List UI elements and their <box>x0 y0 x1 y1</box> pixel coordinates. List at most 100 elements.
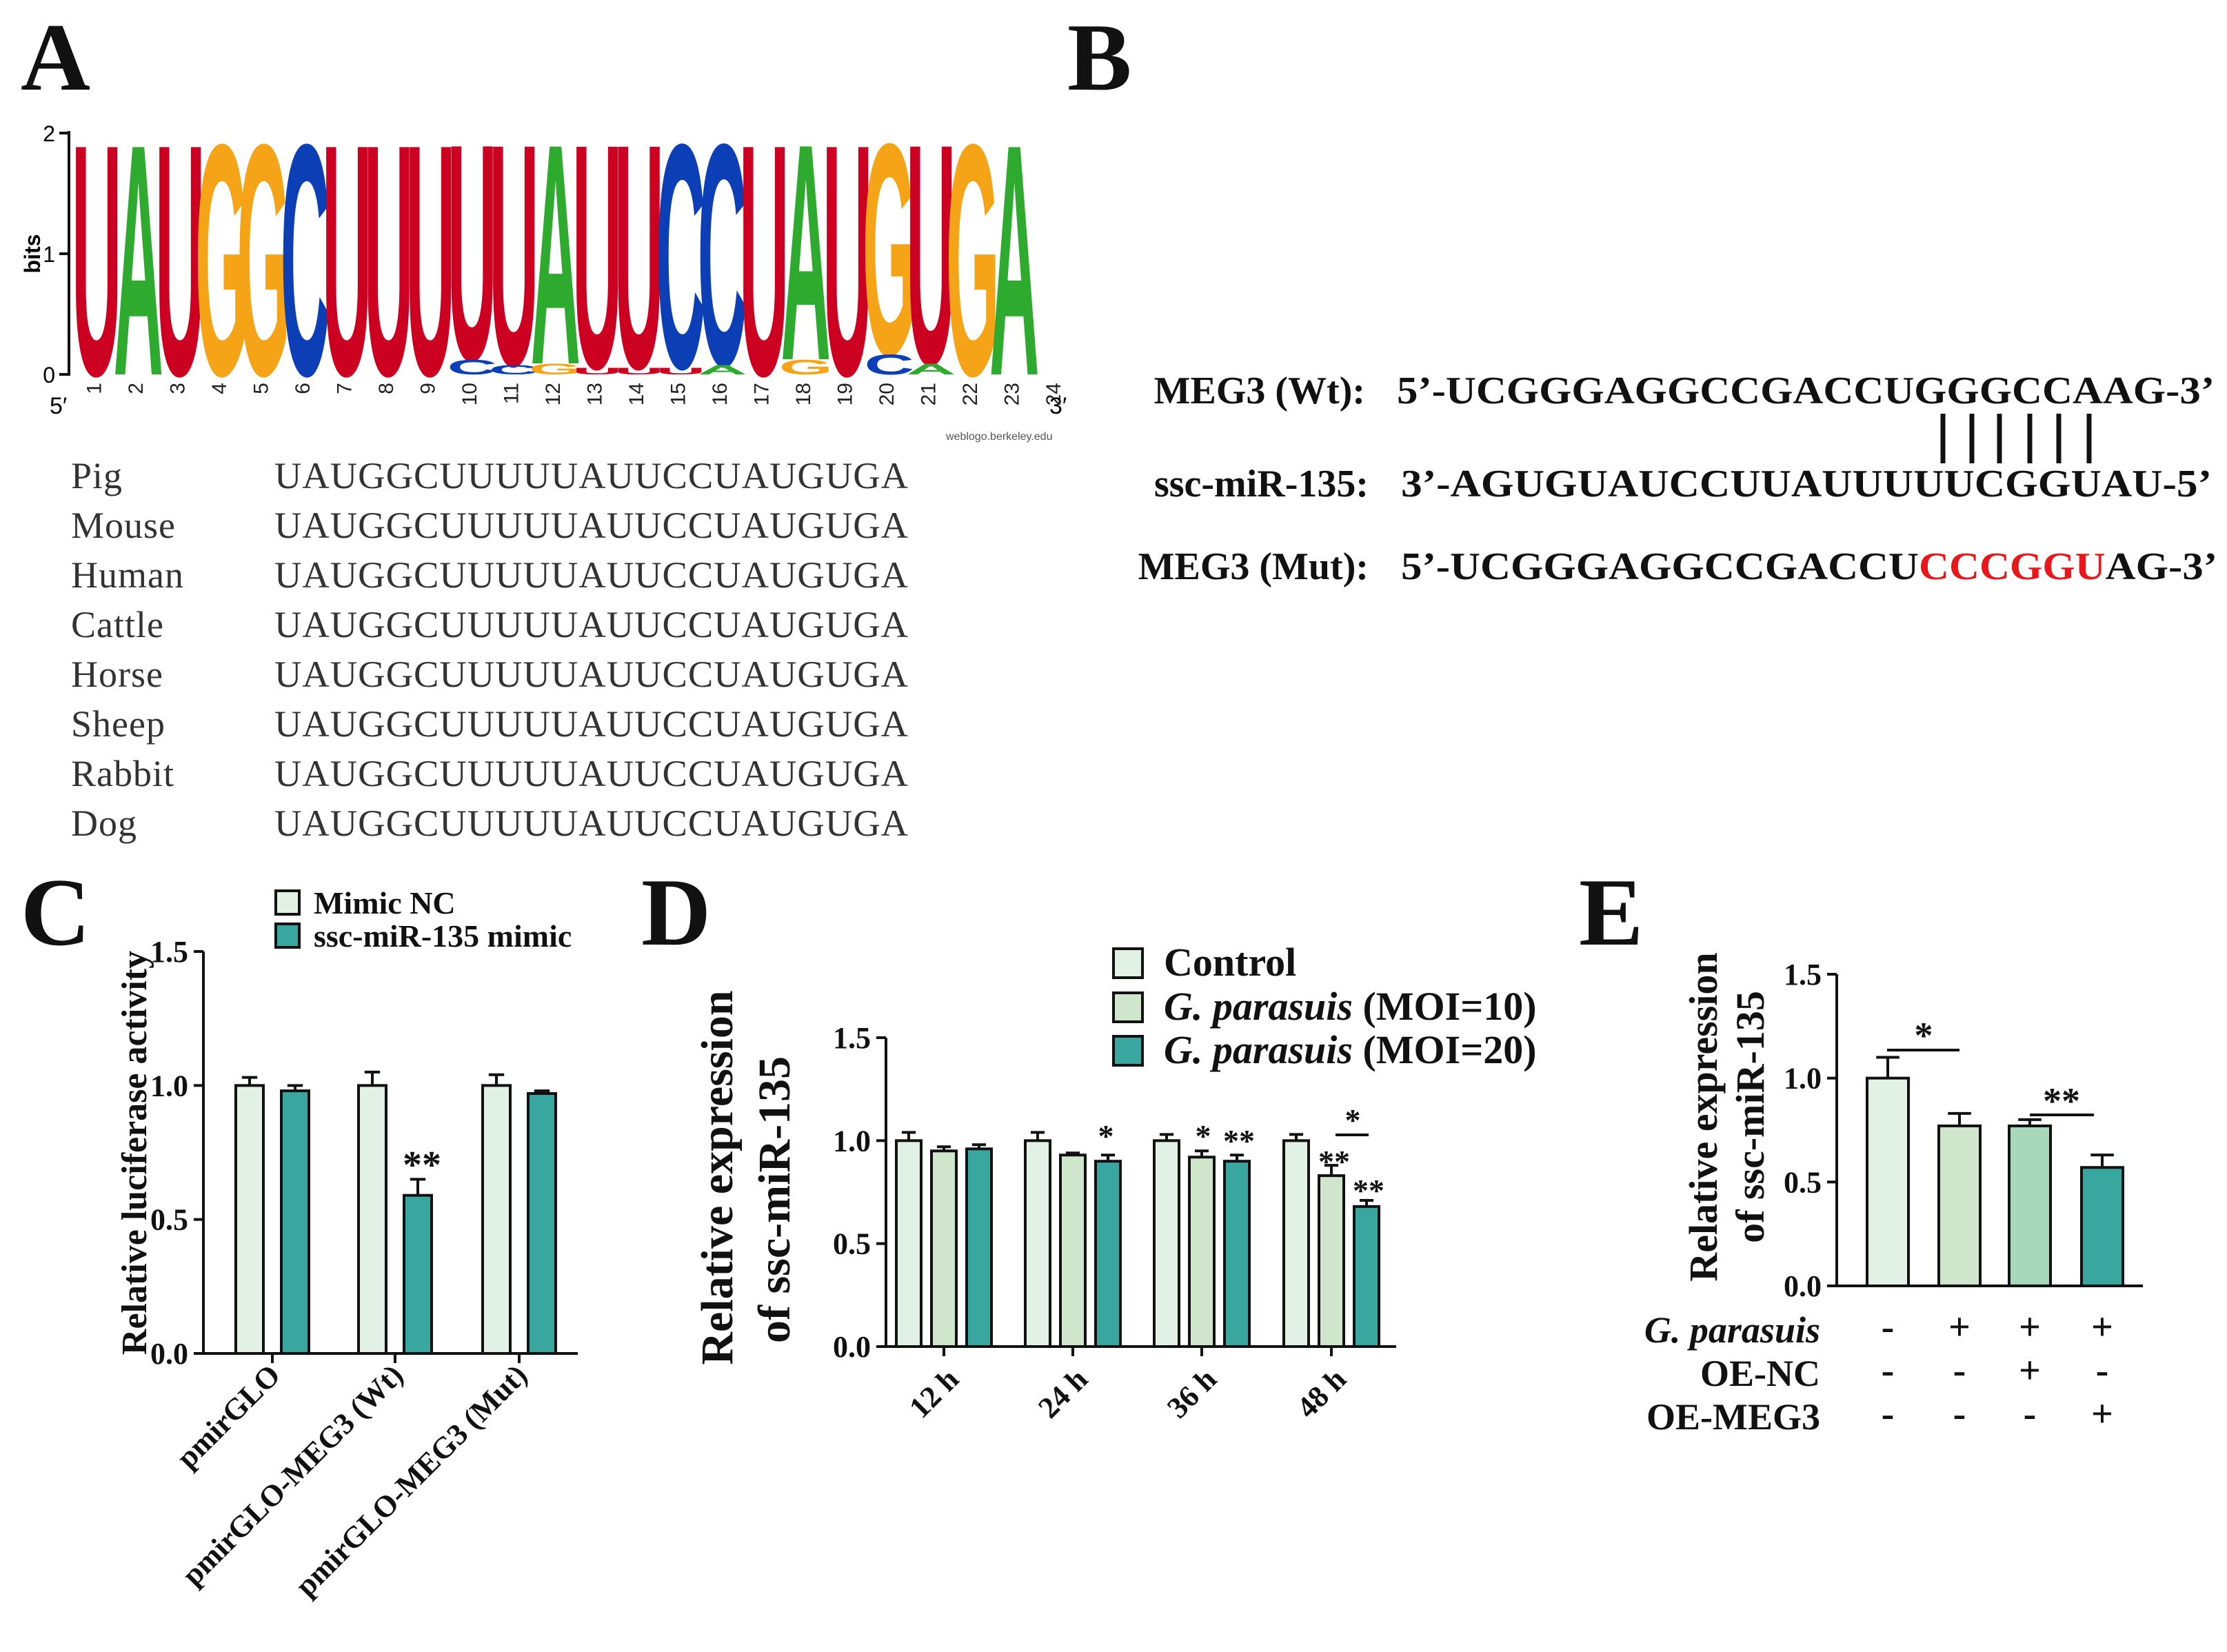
legend-label-control: Control <box>1164 940 1296 985</box>
logo-letter: G <box>946 77 1000 445</box>
logo-letter: U <box>572 78 622 436</box>
logo-position-label: 2 <box>125 383 148 394</box>
bar <box>1937 1124 1982 1288</box>
chart-c: Mimic NC ssc-miR-135 mimic Relative luci… <box>115 885 578 1603</box>
bar <box>1353 1205 1380 1348</box>
logo-letter-minor: U <box>572 366 622 377</box>
chart-c-legend: Mimic NC ssc-miR-135 mimic <box>274 885 572 954</box>
condition-sign: - <box>1882 1349 1895 1392</box>
x-tick-label: pmirGLO-MEG3 (Mut) <box>289 1358 534 1602</box>
condition-sign: - <box>1953 1393 1966 1436</box>
chart-d-legend: Control G. parasuis (MOI=10) G. parasuis… <box>1112 940 1537 1072</box>
bar <box>403 1193 433 1355</box>
legend-label-moi10: G. parasuis (MOI=10) <box>1164 984 1537 1029</box>
logo-y-tick-label: 1 <box>43 242 55 267</box>
logo-position-label: 19 <box>834 383 856 405</box>
logo-position-label: 15 <box>667 383 689 405</box>
bar <box>234 1084 265 1356</box>
error-bar <box>1229 1154 1244 1162</box>
error-bar <box>1065 1151 1080 1156</box>
bar <box>1223 1160 1251 1348</box>
bar <box>895 1139 923 1349</box>
panel-label-a: A <box>21 4 90 111</box>
legend-swatch-moi10 <box>1112 991 1144 1023</box>
sig-annotation: * <box>1345 1102 1361 1138</box>
condition-sign: + <box>2019 1349 2041 1392</box>
logo-letter-minor: A <box>906 361 956 378</box>
y-tick-label: 0.5 <box>833 1227 871 1261</box>
species-alignment: Pig UAUGGCUUUUUAUUCCUAUGUGA Mouse UAUGGCUUU… <box>71 455 909 844</box>
x-tick-label: 36 h <box>1160 1362 1223 1424</box>
chart-e-condition-table: G. parasuis - + + +OE-NC - - + -OE-MEG3- - - + <box>1644 1306 2113 1438</box>
condition-sign: - <box>2024 1393 2037 1436</box>
species-sequence: UAUGGCUUUUUAUUCCUAUGUGA <box>274 604 909 645</box>
logo-y-tick-label: 2 <box>43 121 55 146</box>
species-sequence: UAUGGCUUUUUAUUCCUAUGUGA <box>274 455 909 496</box>
logo-position-label: 20 <box>876 383 898 405</box>
error-bar <box>2090 1154 2114 1168</box>
chart-c-y-label: Relative luciferase activity <box>115 951 154 1355</box>
legend-label-mir135-mimic: ssc-miR-135 mimic <box>314 918 572 954</box>
logo-letter: U <box>72 77 121 445</box>
error-bar <box>1194 1149 1209 1158</box>
species-sequence: UAUGGCUUUUUAUUCCUAUGUGA <box>274 803 909 844</box>
error-bar <box>1359 1198 1374 1207</box>
logo-letter: U <box>322 77 372 445</box>
logo-letter: U <box>739 77 789 445</box>
error-bar <box>901 1131 916 1141</box>
logo-letter-minor: U <box>656 366 705 377</box>
species-sequence: UAUGGCUUUUUAUUCCUAUGUGA <box>274 703 909 745</box>
sig-annotation: * <box>1915 1015 1933 1056</box>
logo-letter: G <box>195 77 249 445</box>
chart-e-y-label-line2: of ssc-miR-135 <box>1728 991 1773 1243</box>
logo-position-label: 7 <box>333 383 356 394</box>
logo-letter: U <box>405 77 455 445</box>
logo-position-label: 16 <box>709 383 732 405</box>
logo-letter: C <box>698 79 747 432</box>
logo-letter: A <box>989 77 1039 445</box>
bar <box>965 1147 993 1349</box>
bar <box>1153 1139 1180 1349</box>
panel-label-e: E <box>1579 859 1643 966</box>
y-tick-label: 0.5 <box>150 1203 188 1237</box>
y-tick-label: 0.0 <box>1784 1269 1822 1303</box>
logo-letter-minor: U <box>614 366 664 377</box>
logo-letter: U <box>906 79 956 431</box>
species-sequence: UAUGGCUUUUUAUUCCUAUGUGA <box>274 654 909 695</box>
panel-label-c: C <box>21 859 90 966</box>
bar <box>481 1084 512 1356</box>
y-tick-label: 1.5 <box>833 1021 871 1055</box>
logo-letter: U <box>364 77 414 445</box>
logo-position-label: 18 <box>792 383 815 405</box>
meg3-wt-label: MEG3 (Wt): <box>1154 370 1365 412</box>
x-tick-label: 24 h <box>1031 1362 1094 1424</box>
logo-position-label: 8 <box>375 383 398 394</box>
legend-swatch-mir135-mimic <box>274 923 301 949</box>
logo-letter: C <box>281 77 330 445</box>
logo-letter: A <box>531 79 581 431</box>
logo-position-label: 4 <box>208 383 231 394</box>
logo-letter-minor: C <box>447 355 497 379</box>
y-tick-label: 1.0 <box>833 1124 871 1158</box>
logo-letter-minor: G <box>779 355 833 379</box>
bar <box>527 1091 557 1355</box>
condition-sign: - <box>1882 1393 1895 1436</box>
error-bar <box>534 1089 550 1094</box>
y-tick-label: 1.5 <box>1784 958 1822 991</box>
error-bar <box>1948 1111 1971 1126</box>
species-sequence: UAUGGCUUUUUAUUCCUAUGUGA <box>274 554 909 596</box>
y-tick-label: 0.5 <box>1784 1165 1822 1199</box>
sig-annotation: ** <box>1318 1144 1350 1179</box>
logo-letter: G <box>236 77 290 445</box>
logo-letter: U <box>614 78 664 436</box>
chart-e-y-label-line1: Relative expression <box>1681 952 1726 1281</box>
condition-sign: - <box>2096 1349 2109 1392</box>
logo-y-tick-label: 0 <box>43 363 55 387</box>
logo-letter-minor: A <box>698 363 747 378</box>
y-tick-label: 1.5 <box>150 935 188 969</box>
logo-position-label: 1 <box>83 383 105 394</box>
error-bar <box>287 1084 303 1091</box>
bar <box>280 1089 310 1356</box>
